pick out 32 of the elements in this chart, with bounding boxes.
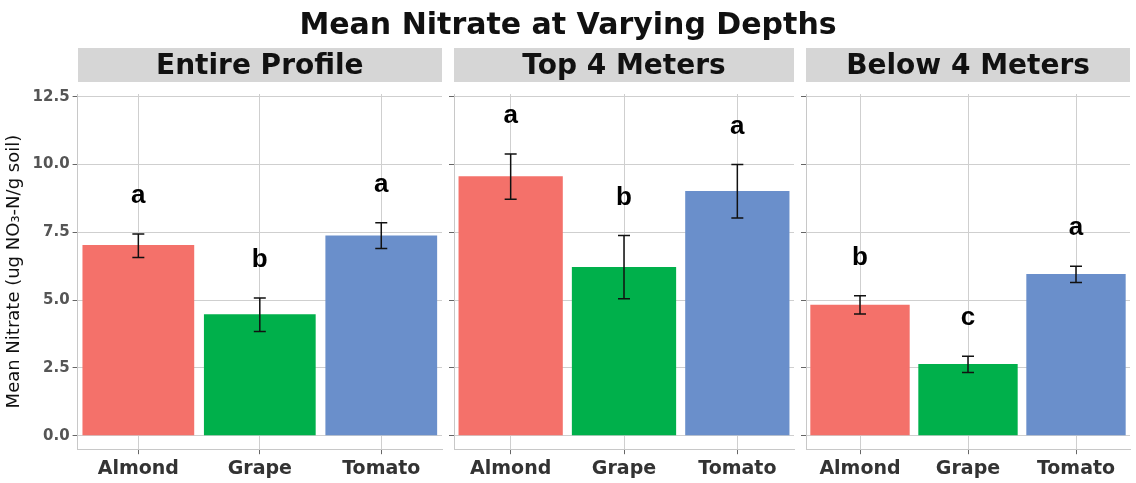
- x-tick-label: Tomato: [698, 455, 777, 478]
- annotation: b: [852, 240, 868, 271]
- y-tick-label: 5.0: [43, 289, 70, 308]
- x-tick-label: Almond: [97, 455, 179, 478]
- bar: [82, 245, 195, 436]
- x-tick-label: Almond: [470, 455, 552, 478]
- text: Mean Nitrate at Varying Depths: [298, 6, 838, 41]
- annotation: a: [131, 179, 147, 210]
- annotation: a: [730, 109, 746, 140]
- chart-subtitle: Entire Profile: [77, 48, 442, 82]
- x-tick-label: Grape: [227, 455, 292, 478]
- x-tick-label: Grape: [935, 455, 1001, 478]
- annotation: a: [374, 167, 390, 198]
- annotation: b: [251, 243, 268, 274]
- x-tick-label: Tomato: [342, 455, 421, 478]
- y-tick-label: 2.5: [43, 357, 70, 376]
- x-tick-label: Grape: [591, 455, 657, 478]
- annotation: a: [1068, 211, 1084, 242]
- chart-subtitle: Below 4 Meters: [806, 48, 1130, 82]
- annotation: c: [960, 301, 976, 332]
- x-tick-label: Almond: [819, 455, 901, 478]
- bar: [325, 235, 438, 436]
- bar: [203, 314, 316, 436]
- y-axis-title: Mean Nitrate (ug NO₃-N/g soil): [2, 134, 24, 409]
- x-tick-label: Tomato: [1036, 455, 1116, 478]
- annotation: a: [503, 99, 519, 130]
- y-tick-label: 12.5: [32, 86, 70, 105]
- y-tick-label: 7.5: [43, 222, 70, 241]
- y-tick-label: 0.0: [43, 425, 70, 444]
- y-tick-label: 10.0: [32, 154, 70, 173]
- chart-subtitle: Top 4 Meters: [454, 48, 794, 82]
- annotation: b: [616, 180, 632, 211]
